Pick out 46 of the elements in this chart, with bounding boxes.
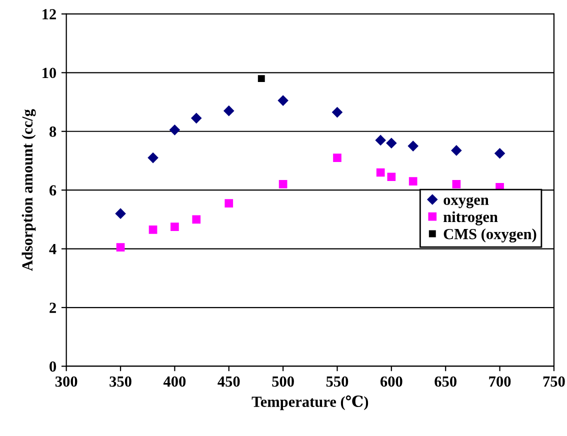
x-tick-label: 300 [55,376,78,387]
x-tick-label: 600 [380,376,402,387]
point [148,152,158,163]
point [224,106,234,116]
x-tick-label: 750 [543,376,565,387]
x-axis-title: Temperature (℃) [252,395,368,410]
point [192,215,201,224]
y-tick-label: 2 [50,302,56,313]
x-tick-label: 700 [489,376,511,387]
point [452,180,461,188]
point [333,154,342,162]
y-axis-title: Adsorption amount (cc/g [22,109,36,272]
y-tick-label: 0 [50,361,56,372]
y-tick-label: 6 [50,185,56,196]
point [386,138,397,148]
y-tick-label: 8 [49,126,56,137]
point [148,226,158,234]
x-tick-label: 650 [434,376,456,387]
x-tick-label: 550 [326,376,348,387]
point [116,243,125,252]
x-tick-label: 500 [272,376,294,387]
point [224,199,234,208]
point [408,177,418,186]
point [494,148,505,159]
y-tick-label: 4 [49,244,56,254]
legend-label: oxygen [444,196,489,208]
point [170,222,179,231]
point [278,180,288,188]
point [258,75,265,82]
point [376,168,385,177]
y-tick-label: 12 [42,9,56,20]
point [278,95,288,106]
y-tick-label: 10 [42,68,56,78]
point [191,113,202,124]
point [332,107,342,118]
point [451,145,462,156]
point [115,208,126,219]
x-tick-label: 350 [110,376,132,387]
x-tick-label: 450 [218,376,240,387]
legend-label: nitrogen [443,211,498,226]
point [375,135,386,146]
point [408,140,418,152]
point [170,124,180,136]
x-tick-label: 400 [163,376,186,387]
point [387,172,396,182]
legend-label: CMS (oxygen) [444,228,536,242]
